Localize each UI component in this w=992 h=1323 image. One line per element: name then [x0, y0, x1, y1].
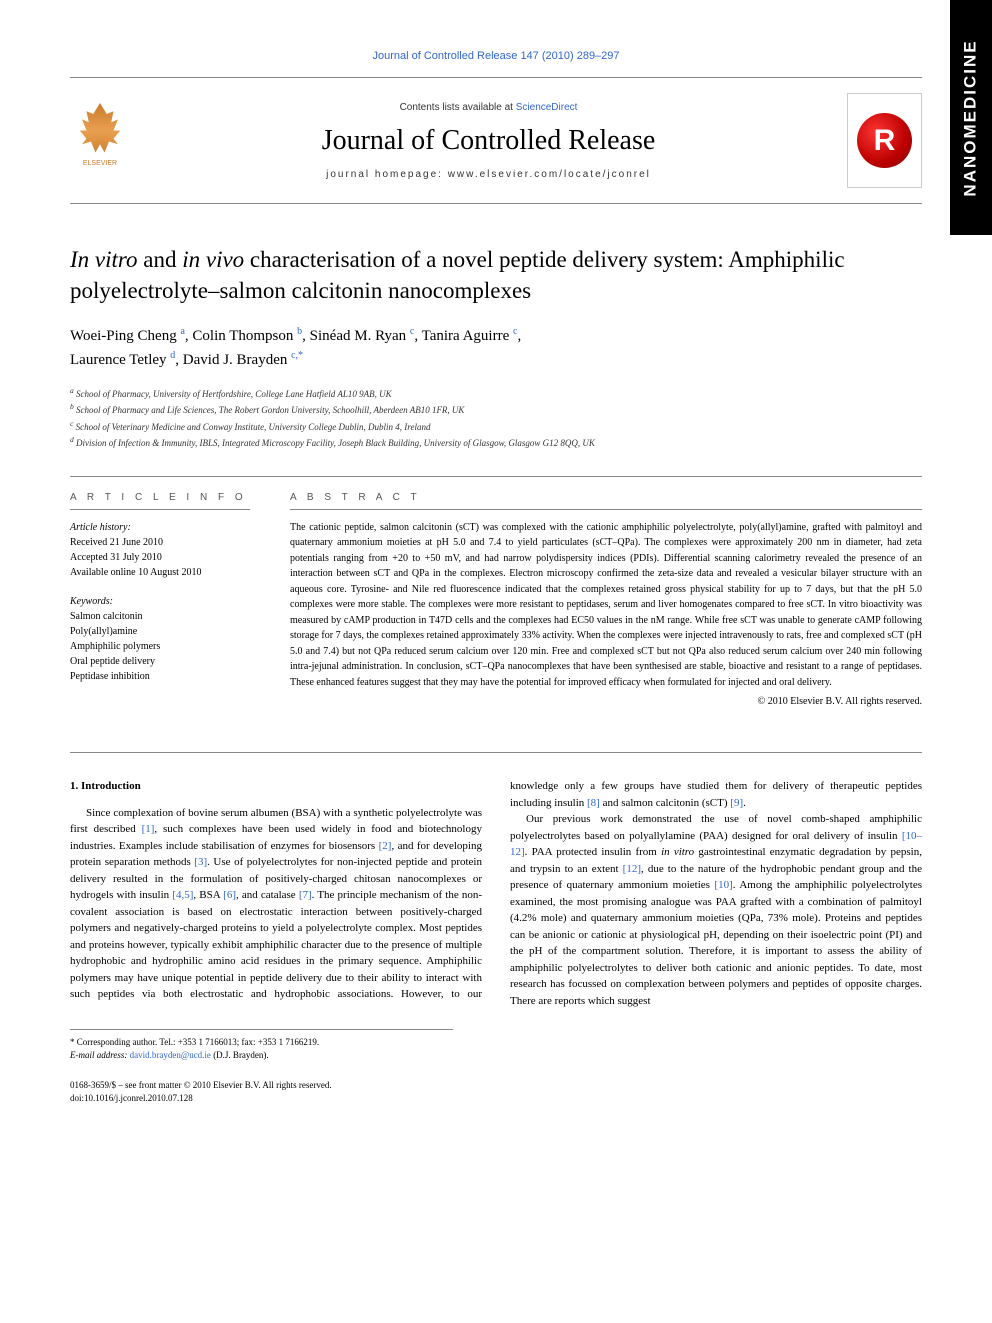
journal-logo-letter: R [857, 113, 912, 168]
ref-10[interactable]: [10] [714, 879, 732, 891]
contents-line: Contents lists available at ScienceDirec… [130, 102, 847, 113]
author-1-aff[interactable]: a [180, 326, 184, 337]
affiliation-d: d Division of Infection & Immunity, IBLS… [70, 434, 922, 450]
author-1: Woei-Ping Cheng [70, 328, 177, 344]
received-date: Received 21 June 2010 [70, 535, 250, 550]
email-link[interactable]: david.brayden@ucd.ie [130, 1050, 211, 1060]
section-divider [70, 752, 922, 753]
author-2-aff[interactable]: b [297, 326, 302, 337]
journal-name: Journal of Controlled Release [130, 125, 847, 157]
affiliation-b: b School of Pharmacy and Life Sciences, … [70, 401, 922, 417]
keyword-5: Peptidase inhibition [70, 669, 250, 684]
author-4: Tanira Aguirre [422, 328, 510, 344]
article-info-heading: A R T I C L E I N F O [70, 492, 250, 510]
keyword-3: Amphiphilic polymers [70, 639, 250, 654]
title-italic-2: in vivo [182, 247, 244, 272]
keyword-2: Poly(allyl)amine [70, 624, 250, 639]
abstract-copyright: © 2010 Elsevier B.V. All rights reserved… [290, 696, 922, 707]
author-6: David J. Brayden [183, 352, 288, 368]
author-4-aff[interactable]: c [513, 326, 517, 337]
article-history: Article history: Received 21 June 2010 A… [70, 520, 250, 580]
accepted-date: Accepted 31 July 2010 [70, 550, 250, 565]
footnotes: * Corresponding author. Tel.: +353 1 716… [70, 1036, 922, 1061]
side-tab-text: NANOMEDICINE [961, 39, 981, 196]
ref-6[interactable]: [6] [223, 889, 236, 901]
abstract-text: The cationic peptide, salmon calcitonin … [290, 520, 922, 691]
article-info-col: A R T I C L E I N F O Article history: R… [70, 477, 270, 723]
ref-8[interactable]: [8] [587, 797, 600, 809]
intro-para-2: Our previous work demonstrated the use o… [510, 811, 922, 1009]
ref-1[interactable]: [1] [142, 823, 155, 835]
ref-9[interactable]: [9] [730, 797, 743, 809]
affiliations: a School of Pharmacy, University of Hert… [70, 385, 922, 451]
author-5: Laurence Tetley [70, 352, 167, 368]
affiliation-a: a School of Pharmacy, University of Hert… [70, 385, 922, 401]
info-abstract-row: A R T I C L E I N F O Article history: R… [70, 476, 922, 723]
sciencedirect-link[interactable]: ScienceDirect [516, 102, 578, 113]
journal-cover-logo: R [847, 93, 922, 188]
keyword-1: Salmon calcitonin [70, 609, 250, 624]
body-columns: 1. Introduction Since complexation of bo… [70, 778, 922, 1009]
side-tab: NANOMEDICINE [950, 0, 992, 235]
abstract-heading: A B S T R A C T [290, 492, 922, 510]
keywords-label: Keywords: [70, 594, 250, 609]
ref-12[interactable]: [12] [623, 863, 641, 875]
issn-line: 0168-3659/$ – see front matter © 2010 El… [70, 1079, 922, 1092]
ref-4-5[interactable]: [4,5] [172, 889, 193, 901]
masthead: ELSEVIER Contents lists available at Sci… [70, 77, 922, 204]
ref-2[interactable]: [2] [379, 840, 392, 852]
affiliation-c: c School of Veterinary Medicine and Conw… [70, 418, 922, 434]
elsevier-label: ELSEVIER [83, 160, 117, 167]
elsevier-tree-icon [78, 103, 123, 158]
authors: Woei-Ping Cheng a, Colin Thompson b, Sin… [70, 324, 922, 371]
author-3-aff[interactable]: c [410, 326, 414, 337]
footnote-separator [70, 1029, 453, 1030]
ref-3[interactable]: [3] [194, 856, 207, 868]
homepage-line: journal homepage: www.elsevier.com/locat… [130, 169, 847, 180]
intro-heading: 1. Introduction [70, 778, 482, 795]
bottom-matter: 0168-3659/$ – see front matter © 2010 El… [70, 1079, 922, 1104]
corresponding-author: * Corresponding author. Tel.: +353 1 716… [70, 1036, 922, 1049]
abstract-col: A B S T R A C T The cationic peptide, sa… [270, 477, 922, 723]
author-3: Sinéad M. Ryan [310, 328, 406, 344]
article-title: In vitro and in vivo characterisation of… [70, 244, 922, 306]
contents-prefix: Contents lists available at [400, 102, 516, 113]
author-5-aff[interactable]: d [170, 350, 175, 361]
keyword-4: Oral peptide delivery [70, 654, 250, 669]
title-mid1: and [138, 247, 183, 272]
history-label: Article history: [70, 520, 250, 535]
title-italic-1: In vitro [70, 247, 138, 272]
author-6-aff[interactable]: c,* [291, 350, 303, 361]
keywords-block: Keywords: Salmon calcitonin Poly(allyl)a… [70, 594, 250, 684]
online-date: Available online 10 August 2010 [70, 565, 250, 580]
header-citation[interactable]: Journal of Controlled Release 147 (2010)… [70, 50, 922, 62]
doi-line: doi:10.1016/j.jconrel.2010.07.128 [70, 1092, 922, 1105]
masthead-center: Contents lists available at ScienceDirec… [130, 102, 847, 180]
author-2: Colin Thompson [192, 328, 293, 344]
email-line: E-mail address: david.brayden@ucd.ie (D.… [70, 1049, 922, 1062]
elsevier-logo: ELSEVIER [70, 103, 130, 178]
ref-7[interactable]: [7] [299, 889, 312, 901]
